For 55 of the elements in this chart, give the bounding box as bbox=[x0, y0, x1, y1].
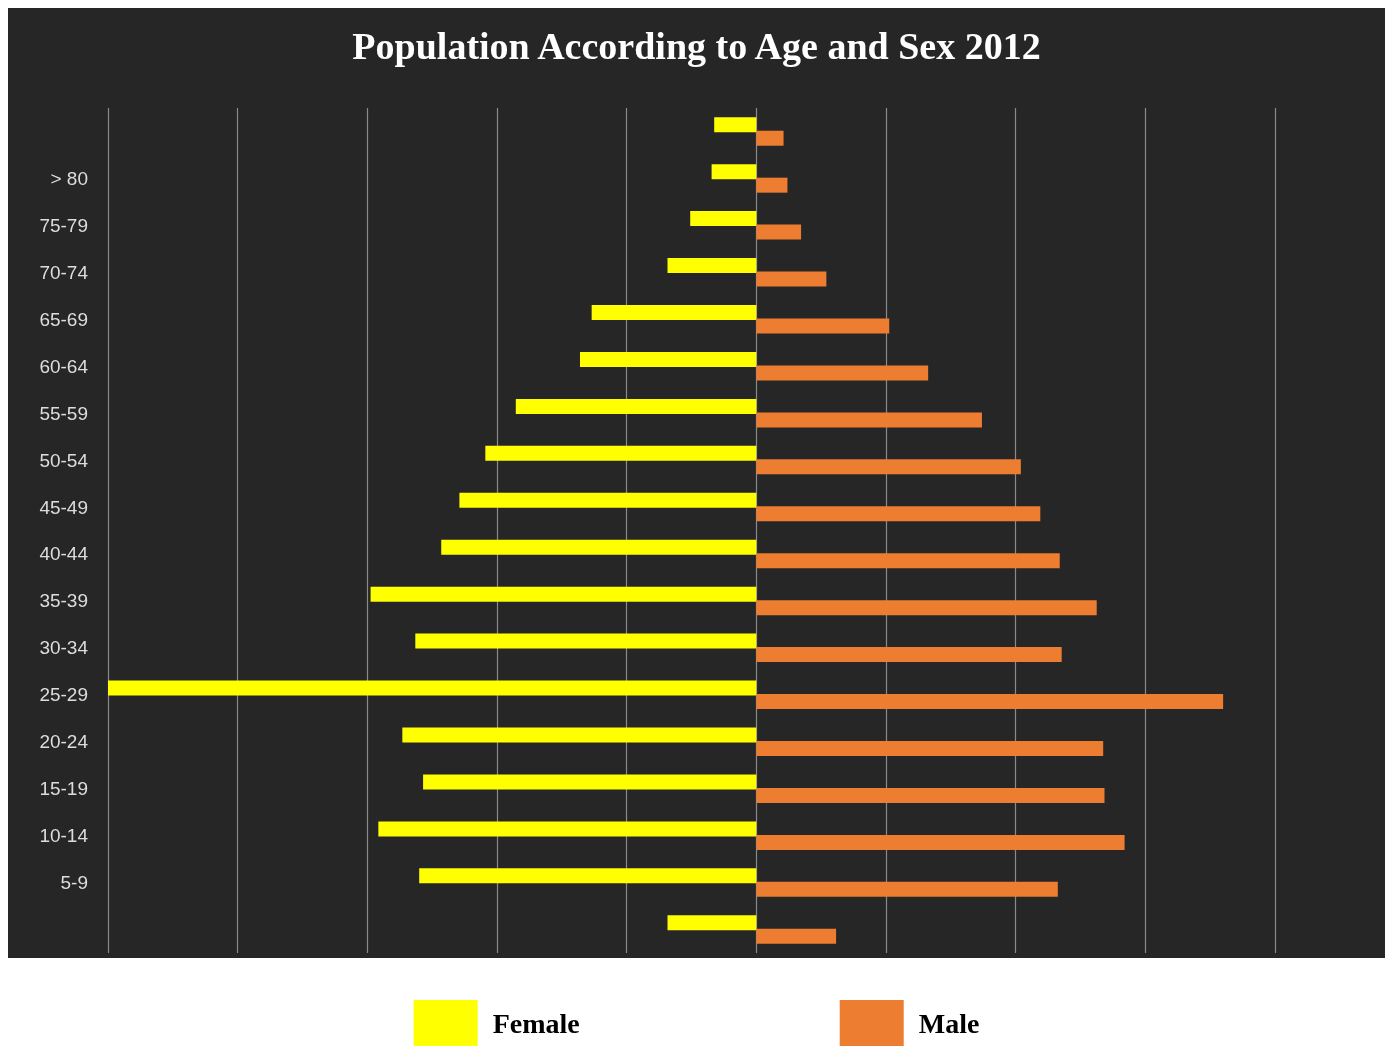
bar bbox=[402, 727, 757, 743]
bar bbox=[756, 130, 784, 146]
y-tick-label: 45-49 bbox=[39, 496, 88, 518]
y-tick-label: 35-39 bbox=[39, 590, 88, 612]
bar bbox=[711, 164, 757, 180]
bar bbox=[756, 600, 1097, 616]
y-tick-label: 50-54 bbox=[39, 449, 89, 471]
bar bbox=[415, 633, 757, 649]
y-tick-label: 70-74 bbox=[39, 261, 89, 283]
bar bbox=[690, 211, 757, 227]
y-tick-label: 5-9 bbox=[60, 872, 88, 894]
bar bbox=[756, 741, 1104, 756]
bar bbox=[579, 351, 757, 367]
bar bbox=[423, 774, 757, 790]
bar bbox=[756, 459, 1021, 475]
bar bbox=[667, 915, 757, 931]
bar bbox=[756, 881, 1058, 897]
bar bbox=[667, 258, 757, 274]
y-tick-label: 55-59 bbox=[39, 402, 88, 424]
bar bbox=[515, 398, 757, 414]
bar bbox=[756, 506, 1041, 522]
bar bbox=[756, 834, 1125, 850]
bar bbox=[756, 271, 827, 287]
legend-label: Male bbox=[918, 1007, 980, 1039]
bar bbox=[756, 928, 837, 944]
y-tick-label: > 80 bbox=[50, 167, 88, 189]
bar bbox=[485, 445, 757, 461]
y-tick-label: 30-34 bbox=[39, 637, 89, 659]
chart-title: Population According to Age and Sex 2012 bbox=[352, 25, 1041, 67]
y-tick-label: 10-14 bbox=[39, 825, 89, 847]
bar bbox=[441, 539, 757, 555]
bar bbox=[756, 177, 788, 193]
bar bbox=[591, 305, 757, 320]
y-tick-label: 40-44 bbox=[39, 543, 89, 565]
bar bbox=[714, 117, 757, 133]
bar bbox=[756, 224, 802, 240]
bar bbox=[756, 787, 1105, 803]
legend-label: Female bbox=[492, 1007, 580, 1039]
bar bbox=[419, 868, 757, 884]
bar bbox=[756, 318, 890, 334]
bar bbox=[756, 412, 982, 428]
bar bbox=[756, 694, 1224, 710]
bar bbox=[378, 821, 757, 837]
y-tick-label: 20-24 bbox=[39, 731, 89, 753]
bar bbox=[108, 680, 757, 696]
bar bbox=[756, 553, 1060, 569]
bar bbox=[370, 586, 757, 602]
bar bbox=[459, 492, 757, 508]
bar bbox=[756, 647, 1062, 663]
y-tick-label: 75-79 bbox=[39, 214, 88, 236]
y-tick-label: 65-69 bbox=[39, 308, 88, 330]
bar bbox=[756, 365, 929, 381]
y-tick-label: 25-29 bbox=[39, 684, 88, 706]
y-tick-label: 15-19 bbox=[39, 778, 88, 800]
y-tick-label: 60-64 bbox=[39, 355, 89, 377]
